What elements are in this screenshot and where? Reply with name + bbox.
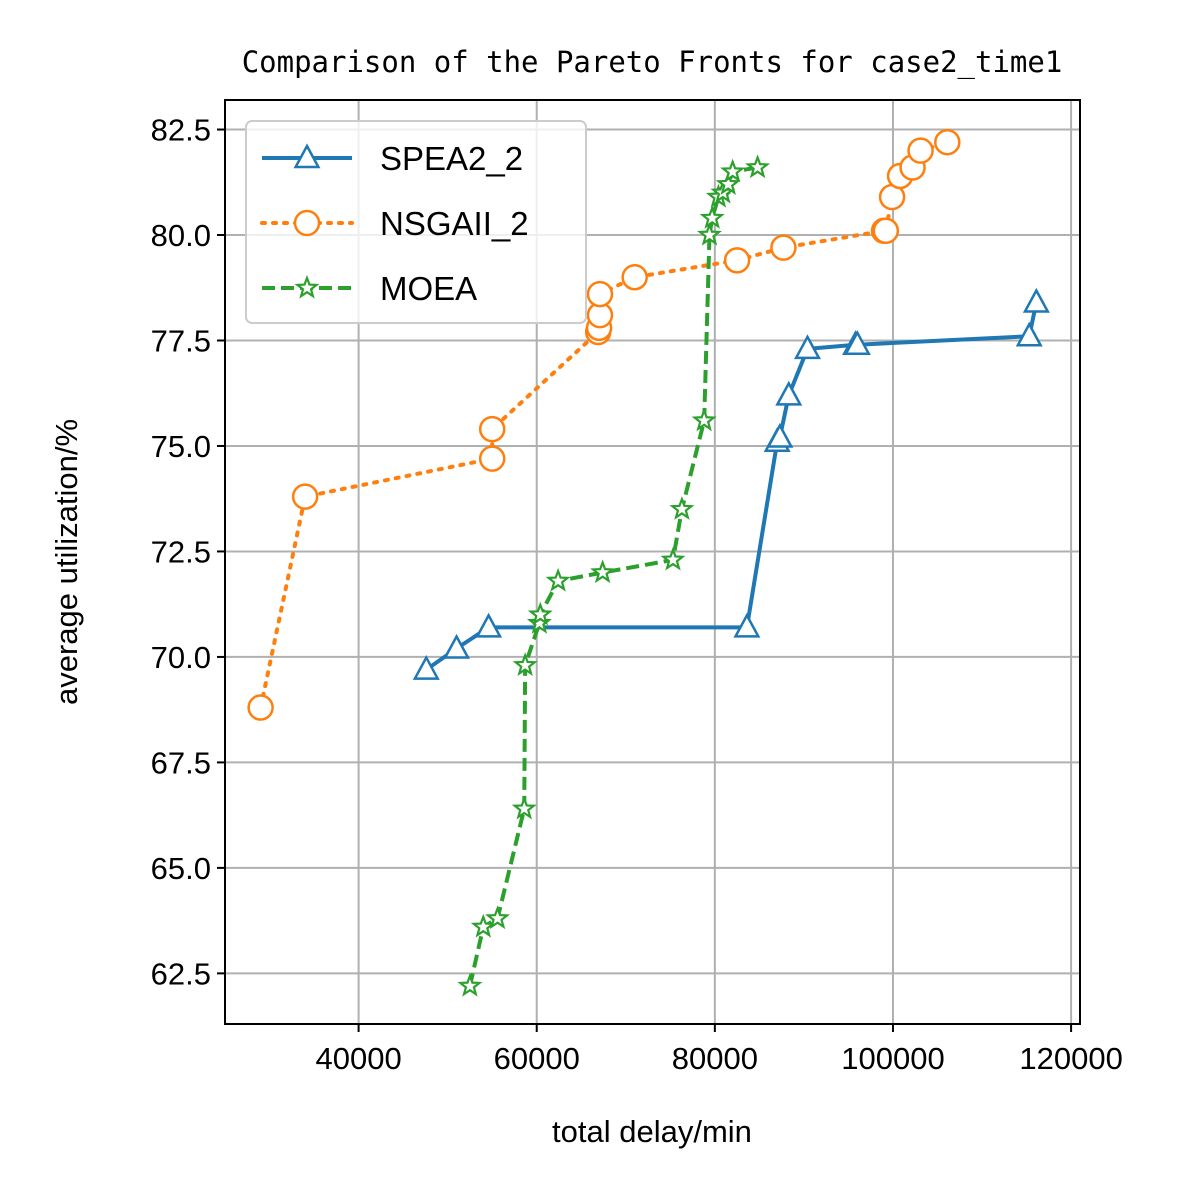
data-point-moea [470, 913, 496, 938]
legend-label-nsgaii-2: NSGAII_2 [380, 205, 529, 242]
y-tick-label: 80.0 [151, 218, 211, 253]
y-axis-label: average utilization/% [49, 419, 84, 705]
data-point-moea [457, 972, 483, 997]
x-tick-label: 120000 [1019, 1041, 1122, 1076]
legend-label-spea2-2: SPEA2_2 [380, 140, 523, 177]
data-point-nsgaii-2 [478, 415, 506, 443]
series-spea2-2 [412, 287, 1050, 680]
series-nsgaii-2 [247, 128, 961, 721]
data-point-spea2-2 [775, 380, 803, 406]
data-point-moea [691, 407, 717, 432]
data-point-nsgaii-2 [247, 694, 274, 721]
data-point-nsgaii-2 [934, 128, 961, 156]
data-point-moea [720, 158, 746, 183]
x-axis-label: total delay/min [552, 1114, 752, 1149]
data-point-moea [590, 559, 616, 584]
data-point-moea [526, 610, 552, 634]
chart-title: Comparison of the Pareto Fronts for case… [242, 45, 1063, 80]
data-point-moea [696, 221, 723, 246]
data-point-spea2-2 [766, 422, 794, 448]
data-point-spea2-2 [1022, 287, 1050, 313]
y-tick-label: 65.0 [151, 851, 211, 886]
data-point-spea2-2 [793, 334, 821, 360]
data-point-moea [660, 546, 686, 571]
data-point-moea [527, 601, 553, 626]
data-point-nsgaii-2 [291, 483, 319, 510]
data-point-moea [715, 171, 741, 196]
data-point-moea [669, 496, 695, 520]
y-tick-label: 82.5 [151, 113, 211, 148]
y-tick-label: 70.0 [151, 640, 211, 675]
legend-marker-moea [294, 274, 320, 299]
y-tick-label: 62.5 [151, 956, 211, 991]
axis-ticks: 40000 60000 80000 100000 120000 62.5 65.0 67.5 7… [151, 113, 1123, 1076]
legend-marker-nsgaii-2 [293, 209, 321, 237]
series-moea [457, 154, 771, 997]
data-point-nsgaii-2 [723, 247, 751, 274]
data-point-moea [485, 905, 511, 930]
data-point-moea [511, 795, 537, 820]
data-point-spea2-2 [443, 633, 471, 659]
data-point-nsgaii-2 [586, 280, 614, 308]
data-point-nsgaii-2 [478, 445, 506, 472]
data-point-moea [699, 205, 725, 229]
legend-item-spea2-2: SPEA2_2 [262, 140, 523, 177]
legend: SPEA2_2 NSGAII_2 MOEA [245, 120, 587, 324]
y-tick-label: 72.5 [151, 534, 211, 569]
legend-item-moea: MOEA [262, 270, 477, 307]
legend-item-nsgaii-2: NSGAII_2 [260, 205, 529, 242]
data-point-moea [512, 652, 538, 677]
series-layer [247, 128, 1050, 997]
grid-lines [225, 100, 1080, 1024]
x-tick-label: 100000 [841, 1041, 944, 1076]
data-point-spea2-2 [412, 654, 440, 680]
x-tick-label: 40000 [315, 1041, 401, 1076]
data-point-spea2-2 [843, 330, 871, 355]
x-tick-label: 60000 [494, 1041, 580, 1076]
legend-box [245, 120, 587, 324]
data-point-moea [745, 154, 771, 179]
y-tick-label: 77.5 [151, 323, 211, 358]
series-line-spea2-2 [425, 302, 1039, 672]
legend-label-moea: MOEA [380, 270, 477, 307]
plot-frame [224, 99, 1081, 1025]
data-point-spea2-2 [1015, 321, 1043, 347]
data-point-spea2-2 [475, 612, 503, 638]
data-point-nsgaii-2 [907, 137, 934, 164]
y-tick-label: 67.5 [151, 745, 211, 780]
data-point-spea2-2 [733, 612, 761, 638]
data-point-moea [545, 567, 571, 592]
y-tick-label: 75.0 [151, 429, 211, 464]
data-point-nsgaii-2 [872, 217, 900, 245]
data-point-nsgaii-2 [770, 234, 797, 261]
x-tick-label: 80000 [672, 1041, 758, 1076]
data-point-nsgaii-2 [621, 263, 648, 291]
legend-marker-spea2-2 [293, 143, 321, 169]
